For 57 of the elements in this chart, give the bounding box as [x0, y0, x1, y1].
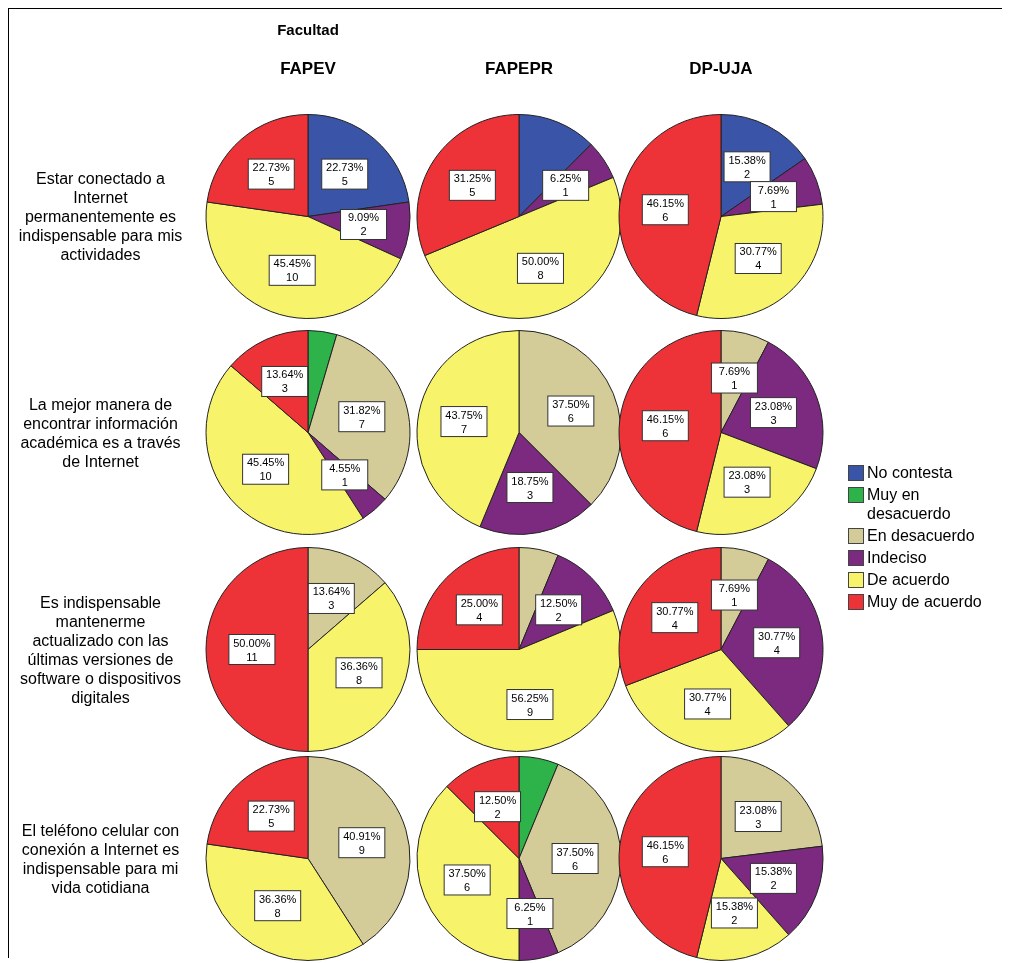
data-label: 46.15% 6 — [646, 196, 685, 223]
data-label: 40.91% 9 — [343, 829, 381, 856]
data-label: 30.77% 4 — [739, 245, 778, 272]
data-label: 23.08% 3 — [728, 469, 766, 496]
text: La mejor manera de encontrar información académica es a través de Internet — [19, 394, 182, 472]
data-label: 50.00% 8 — [521, 255, 560, 282]
data-label: 7.69% 1 — [718, 365, 751, 392]
data-label: 50.00% 11 — [233, 636, 271, 663]
data-label: 36.36% 8 — [259, 892, 297, 919]
legend-label: Indeciso — [867, 548, 928, 567]
data-label: 6.25% 1 — [550, 172, 582, 199]
data-label: 25.00% 4 — [460, 596, 499, 623]
data-label: 30.77% 4 — [758, 629, 796, 656]
data-label: 46.15% 6 — [646, 412, 685, 439]
data-label: 36.36% 8 — [340, 659, 378, 686]
data-label: 18.75% 3 — [511, 474, 549, 501]
legend-label: Muy en desacuerdo — [867, 485, 952, 523]
data-label: 7.69% 1 — [718, 582, 751, 609]
data-label: 12.50% 2 — [540, 596, 578, 623]
data-label: 22.73% 5 — [252, 803, 291, 830]
data-label: 30.77% 4 — [688, 690, 727, 717]
data-label: 31.25% 5 — [453, 172, 492, 199]
data-label: 13.64% 3 — [266, 368, 304, 395]
text: Estar conectado a Internet permanentemente es indispensable para mis actividades — [17, 169, 184, 265]
data-label: 15.38% 2 — [754, 865, 793, 892]
data-label: 37.50% 6 — [556, 845, 594, 872]
data-label: 37.50% 6 — [552, 398, 590, 425]
data-label: 45.45% 10 — [246, 456, 285, 483]
text: Es indispensable mantenerme actualizado con las últimas versiones de software o dispositivos digitales — [19, 592, 182, 708]
text: El teléfono celular con conexión a Internet es indispensable para mi vida cotidiana — [20, 820, 181, 898]
legend-label: No contesta — [867, 463, 954, 482]
data-label: 7.69% 1 — [757, 183, 790, 210]
data-label: 15.38% 2 — [715, 899, 754, 926]
data-label: 30.77% 4 — [656, 604, 694, 631]
data-label: 15.38% 2 — [728, 153, 766, 180]
data-label: 4.55% 1 — [329, 461, 361, 488]
text: Facultad — [276, 21, 340, 38]
chart-title: DP-UJA — [688, 59, 754, 79]
data-label: 22.73% 5 — [252, 161, 291, 188]
data-label: 9.09% 2 — [347, 211, 380, 238]
data-label: 37.50% 6 — [448, 866, 487, 893]
data-label: 31.82% 7 — [343, 403, 381, 430]
legend-label: De acuerdo — [867, 570, 951, 589]
data-label: 23.08% 3 — [739, 803, 778, 830]
data-label: 46.15% 6 — [646, 838, 685, 865]
data-label: 13.64% 3 — [312, 585, 351, 612]
chart-title: FAPEV — [279, 59, 337, 79]
legend-label: Muy de acuerdo — [867, 592, 983, 611]
data-label: 22.73% 5 — [326, 161, 364, 188]
data-label: 12.50% 2 — [478, 793, 517, 820]
data-label: 23.08% 3 — [754, 399, 793, 426]
legend-label: En desacuerdo — [867, 526, 976, 545]
data-label: 6.25% 1 — [514, 900, 546, 927]
data-label: 43.75% 7 — [445, 408, 483, 435]
data-label: 56.25% 9 — [511, 691, 549, 718]
chart-title: FAPEPR — [484, 59, 554, 79]
data-label: 45.45% 10 — [273, 257, 312, 284]
